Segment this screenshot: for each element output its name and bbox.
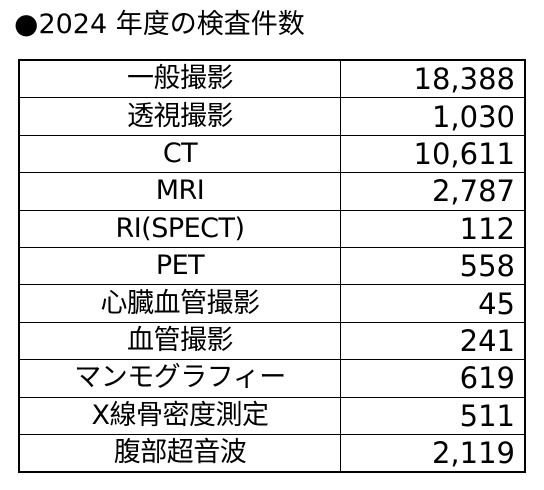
table-row: MRI 2,787 xyxy=(18,172,526,211)
bullet-icon: ● xyxy=(14,7,39,40)
exam-type-cell: MRI xyxy=(18,172,341,211)
exam-type-cell: 心臓血管撮影 xyxy=(18,284,341,323)
page-title-text: 2024 年度の検査件数 xyxy=(38,9,305,40)
exam-count-cell: 1,030 xyxy=(340,97,526,136)
table-row: 一般撮影 18,388 xyxy=(18,59,526,99)
exam-count-cell: 45 xyxy=(340,284,526,323)
exam-count-cell: 18,388 xyxy=(340,59,526,99)
exam-type-cell: マンモグラフィー xyxy=(18,359,341,398)
exam-type-cell: PET xyxy=(18,246,341,286)
table-row: 血管撮影 241 xyxy=(18,321,526,361)
table-row: RI(SPECT) 112 xyxy=(18,209,526,248)
exam-count-cell: 2,119 xyxy=(340,433,526,473)
exam-type-cell: CT xyxy=(18,134,341,174)
exam-count-cell: 112 xyxy=(340,209,526,248)
table-row: CT 10,611 xyxy=(18,134,526,174)
page-title: ●2024 年度の検査件数 xyxy=(14,4,305,44)
exam-count-cell: 10,611 xyxy=(340,134,526,174)
exam-type-cell: 透視撮影 xyxy=(18,97,341,136)
table-row: X線骨密度測定 511 xyxy=(18,396,526,435)
exam-type-cell: 腹部超音波 xyxy=(18,433,341,473)
exam-type-cell: 一般撮影 xyxy=(18,59,341,99)
exam-type-cell: X線骨密度測定 xyxy=(18,396,341,435)
exam-count-cell: 558 xyxy=(340,246,526,286)
exam-type-cell: 血管撮影 xyxy=(18,321,341,361)
exam-count-table-body: 一般撮影 18,388 透視撮影 1,030 CT 10,611 MRI 2,7… xyxy=(18,59,526,473)
exam-count-cell: 619 xyxy=(340,359,526,398)
exam-count-cell: 241 xyxy=(340,321,526,361)
table-row: PET 558 xyxy=(18,246,526,286)
exam-type-cell: RI(SPECT) xyxy=(18,209,341,248)
table-row: 心臓血管撮影 45 xyxy=(18,284,526,323)
exam-count-cell: 511 xyxy=(340,396,526,435)
table-row: 透視撮影 1,030 xyxy=(18,97,526,136)
table-row: 腹部超音波 2,119 xyxy=(18,433,526,473)
table-row: マンモグラフィー 619 xyxy=(18,359,526,398)
exam-count-cell: 2,787 xyxy=(340,172,526,211)
exam-count-table: 一般撮影 18,388 透視撮影 1,030 CT 10,611 MRI 2,7… xyxy=(18,59,526,474)
